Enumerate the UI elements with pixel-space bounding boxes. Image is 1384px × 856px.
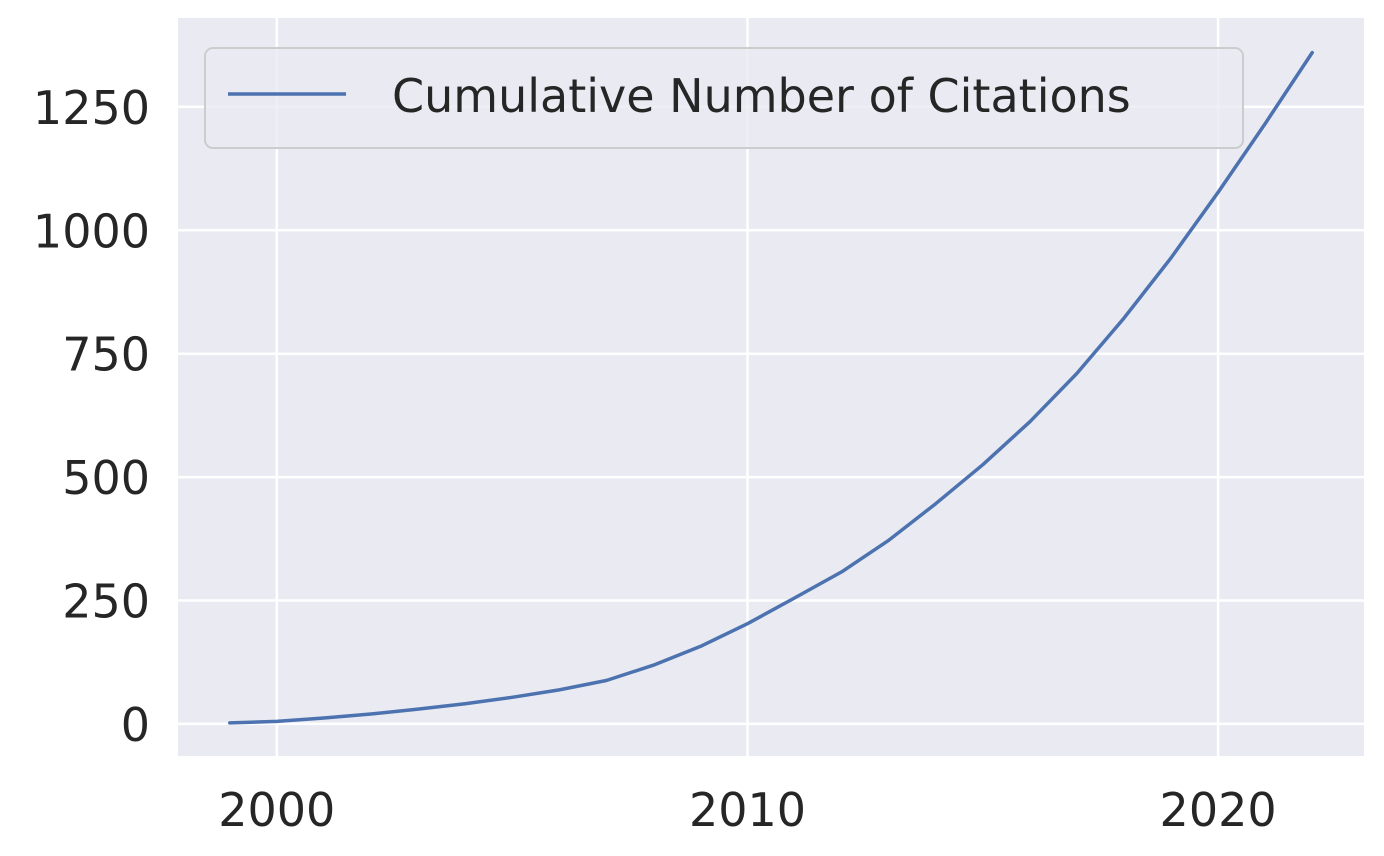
legend-label: Cumulative Number of Citations — [392, 69, 1131, 123]
legend-box — [204, 47, 1244, 149]
x-tick-label: 2010 — [689, 783, 806, 837]
y-tick-label: 1250 — [33, 81, 150, 135]
y-tick-label: 1000 — [33, 204, 150, 258]
legend: Cumulative Number of Citations — [204, 47, 1244, 149]
series-layer — [228, 50, 1314, 725]
x-tick-label: 2020 — [1160, 783, 1277, 837]
y-tick-label: 500 — [62, 451, 150, 505]
y-tick-label: 0 — [121, 698, 150, 752]
y-tick-label: 750 — [62, 328, 150, 382]
y-tick-label: 250 — [62, 575, 150, 629]
y-tick-labels: 0 250 500 750 1000 1250 — [33, 81, 150, 752]
series-line — [228, 50, 1314, 725]
x-tick-label: 2000 — [218, 783, 335, 837]
x-tick-labels: 2000 2010 2020 — [218, 783, 1276, 837]
